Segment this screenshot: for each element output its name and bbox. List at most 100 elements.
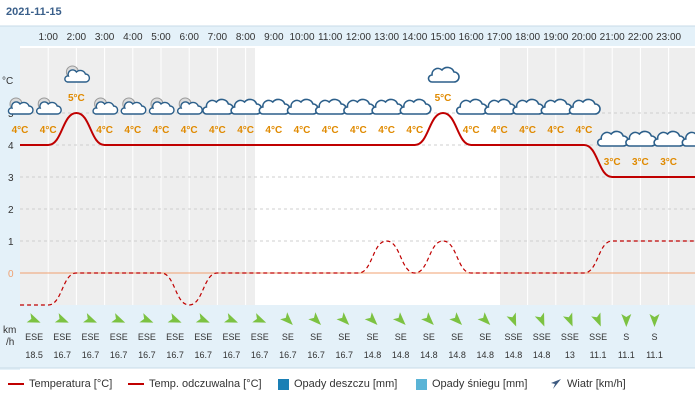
cloud-icon [371, 98, 404, 115]
wind-speed-label: 16.7 [166, 350, 184, 360]
wind-speed-label: 11.1 [618, 350, 635, 360]
wind-direction-label: SSE [533, 332, 551, 342]
wind-direction-label: ESE [53, 332, 71, 342]
wind-direction-arrow [83, 313, 97, 323]
wind-direction-arrow [621, 314, 632, 327]
temp-value-label: 4°C [12, 125, 29, 136]
wind-speed-label: 18.5 [25, 350, 43, 360]
wind-direction-label: SE [479, 332, 491, 342]
cloud-icon [343, 98, 376, 115]
wind-direction-label: ESE [110, 332, 128, 342]
wind-speed-label: 16.7 [251, 350, 269, 360]
wind-speed-label: 14.8 [533, 350, 551, 360]
wind-speed-label: 16.7 [138, 350, 156, 360]
hour-label: 16:00 [459, 32, 484, 43]
hour-label: 6:00 [179, 32, 199, 43]
wind-direction-arrow [591, 312, 601, 327]
temp-unit-label: °C [2, 76, 13, 87]
wind-direction-arrow [392, 312, 406, 325]
hour-label: 11:00 [318, 32, 343, 43]
hour-label: 3:00 [95, 32, 115, 43]
hour-label: 12:00 [346, 32, 371, 43]
temp-value-label: 4°C [40, 125, 57, 136]
wind-direction-arrow [364, 312, 378, 325]
temp-value-label: 4°C [519, 125, 536, 136]
cloud-icon [455, 98, 488, 115]
legend-rain: Opady deszczu [mm] [278, 378, 397, 390]
temp-value-label: 4°C [576, 125, 593, 136]
wind-direction-label: S [651, 332, 657, 342]
temp-value-label: 3°C [660, 157, 677, 168]
legend-wind: Wiatr [km/h] [550, 378, 626, 390]
cloud-icon [399, 98, 432, 115]
hour-label: 22:00 [628, 32, 653, 43]
wind-direction-arrow [54, 313, 69, 323]
wind-direction-arrow [534, 312, 545, 327]
temp-value-label: 4°C [294, 125, 311, 136]
cloudy-night-icon [7, 97, 34, 115]
hour-axis-band [0, 26, 695, 46]
hour-label: 19:00 [543, 32, 568, 43]
hour-label: 1:00 [38, 32, 58, 43]
legend-snow: Opady śniegu [mm] [416, 378, 527, 390]
wind-speed-label: 16.7 [336, 350, 354, 360]
wind-direction-arrow [421, 312, 434, 325]
hour-label: 4:00 [123, 32, 143, 43]
wind-speed-label: 11.1 [590, 350, 607, 360]
y-tick-label: 1 [8, 237, 14, 248]
wind-direction-arrow [167, 313, 182, 323]
hour-label: 21:00 [600, 32, 625, 43]
legend: Temperatura [°C] Temp. odczuwalna [°C] O… [0, 370, 695, 400]
temp-value-label: 4°C [491, 125, 508, 136]
wind-direction-arrow [139, 313, 154, 323]
feels-like-line [20, 240, 695, 306]
rain-swatch [278, 378, 289, 390]
wind-direction-arrow [252, 313, 267, 323]
cloud-icon [681, 131, 695, 147]
wind-direction-arrow [562, 312, 573, 327]
wind-direction-arrow [506, 312, 517, 327]
cloud-icon [427, 66, 460, 83]
wind-direction-label: SE [310, 332, 322, 342]
wind-direction-arrow [280, 312, 293, 325]
wind-direction-label: ESE [25, 332, 43, 342]
temp-value-label: 4°C [322, 125, 339, 136]
wind-direction-label: SSE [504, 332, 522, 342]
wind-direction-arrow [477, 312, 491, 325]
wind-speed-label: 14.8 [392, 350, 410, 360]
temp-value-label: 4°C [547, 125, 564, 136]
y-tick-label: 4 [8, 141, 14, 152]
wind-direction-arrow [449, 312, 463, 325]
hour-label: 9:00 [264, 32, 284, 43]
wind-direction-arrow [195, 313, 210, 323]
hour-label: 7:00 [208, 32, 228, 43]
wind-direction-arrow [336, 312, 350, 325]
wind-direction-label: ESE [166, 332, 184, 342]
temp-value-label: 4°C [237, 125, 254, 136]
wind-speed-label: 14.8 [477, 350, 495, 360]
legend-feels-like: Temp. odczuwalna [°C] [128, 378, 262, 390]
cloudy-night-icon [176, 97, 203, 115]
wind-speed-label: 14.8 [420, 350, 438, 360]
temp-value-label: 4°C [209, 125, 226, 136]
wind-speed-label: 16.7 [223, 350, 241, 360]
wind-direction-label: SE [338, 332, 350, 342]
temperature-swatch [8, 383, 24, 386]
wind-direction-label: SE [366, 332, 378, 342]
wind-speed-label: 16.7 [279, 350, 297, 360]
temp-value-label: 5°C [435, 93, 452, 104]
wind-direction-label: S [623, 332, 629, 342]
temp-value-label: 4°C [378, 125, 395, 136]
wind-speed-label: 14.8 [364, 350, 382, 360]
wind-direction-arrow [26, 313, 41, 323]
cloudy-night-icon [120, 97, 147, 115]
wind-speed-label: 16.7 [110, 350, 128, 360]
cloudy-night-icon [148, 97, 175, 115]
night-shade-morning [20, 48, 255, 305]
wind-direction-label: ESE [81, 332, 99, 342]
wind-direction-label: SSE [561, 332, 579, 342]
feels-like-swatch [128, 383, 144, 386]
cloud-icon [286, 98, 319, 115]
cloudy-night-icon [64, 65, 91, 83]
